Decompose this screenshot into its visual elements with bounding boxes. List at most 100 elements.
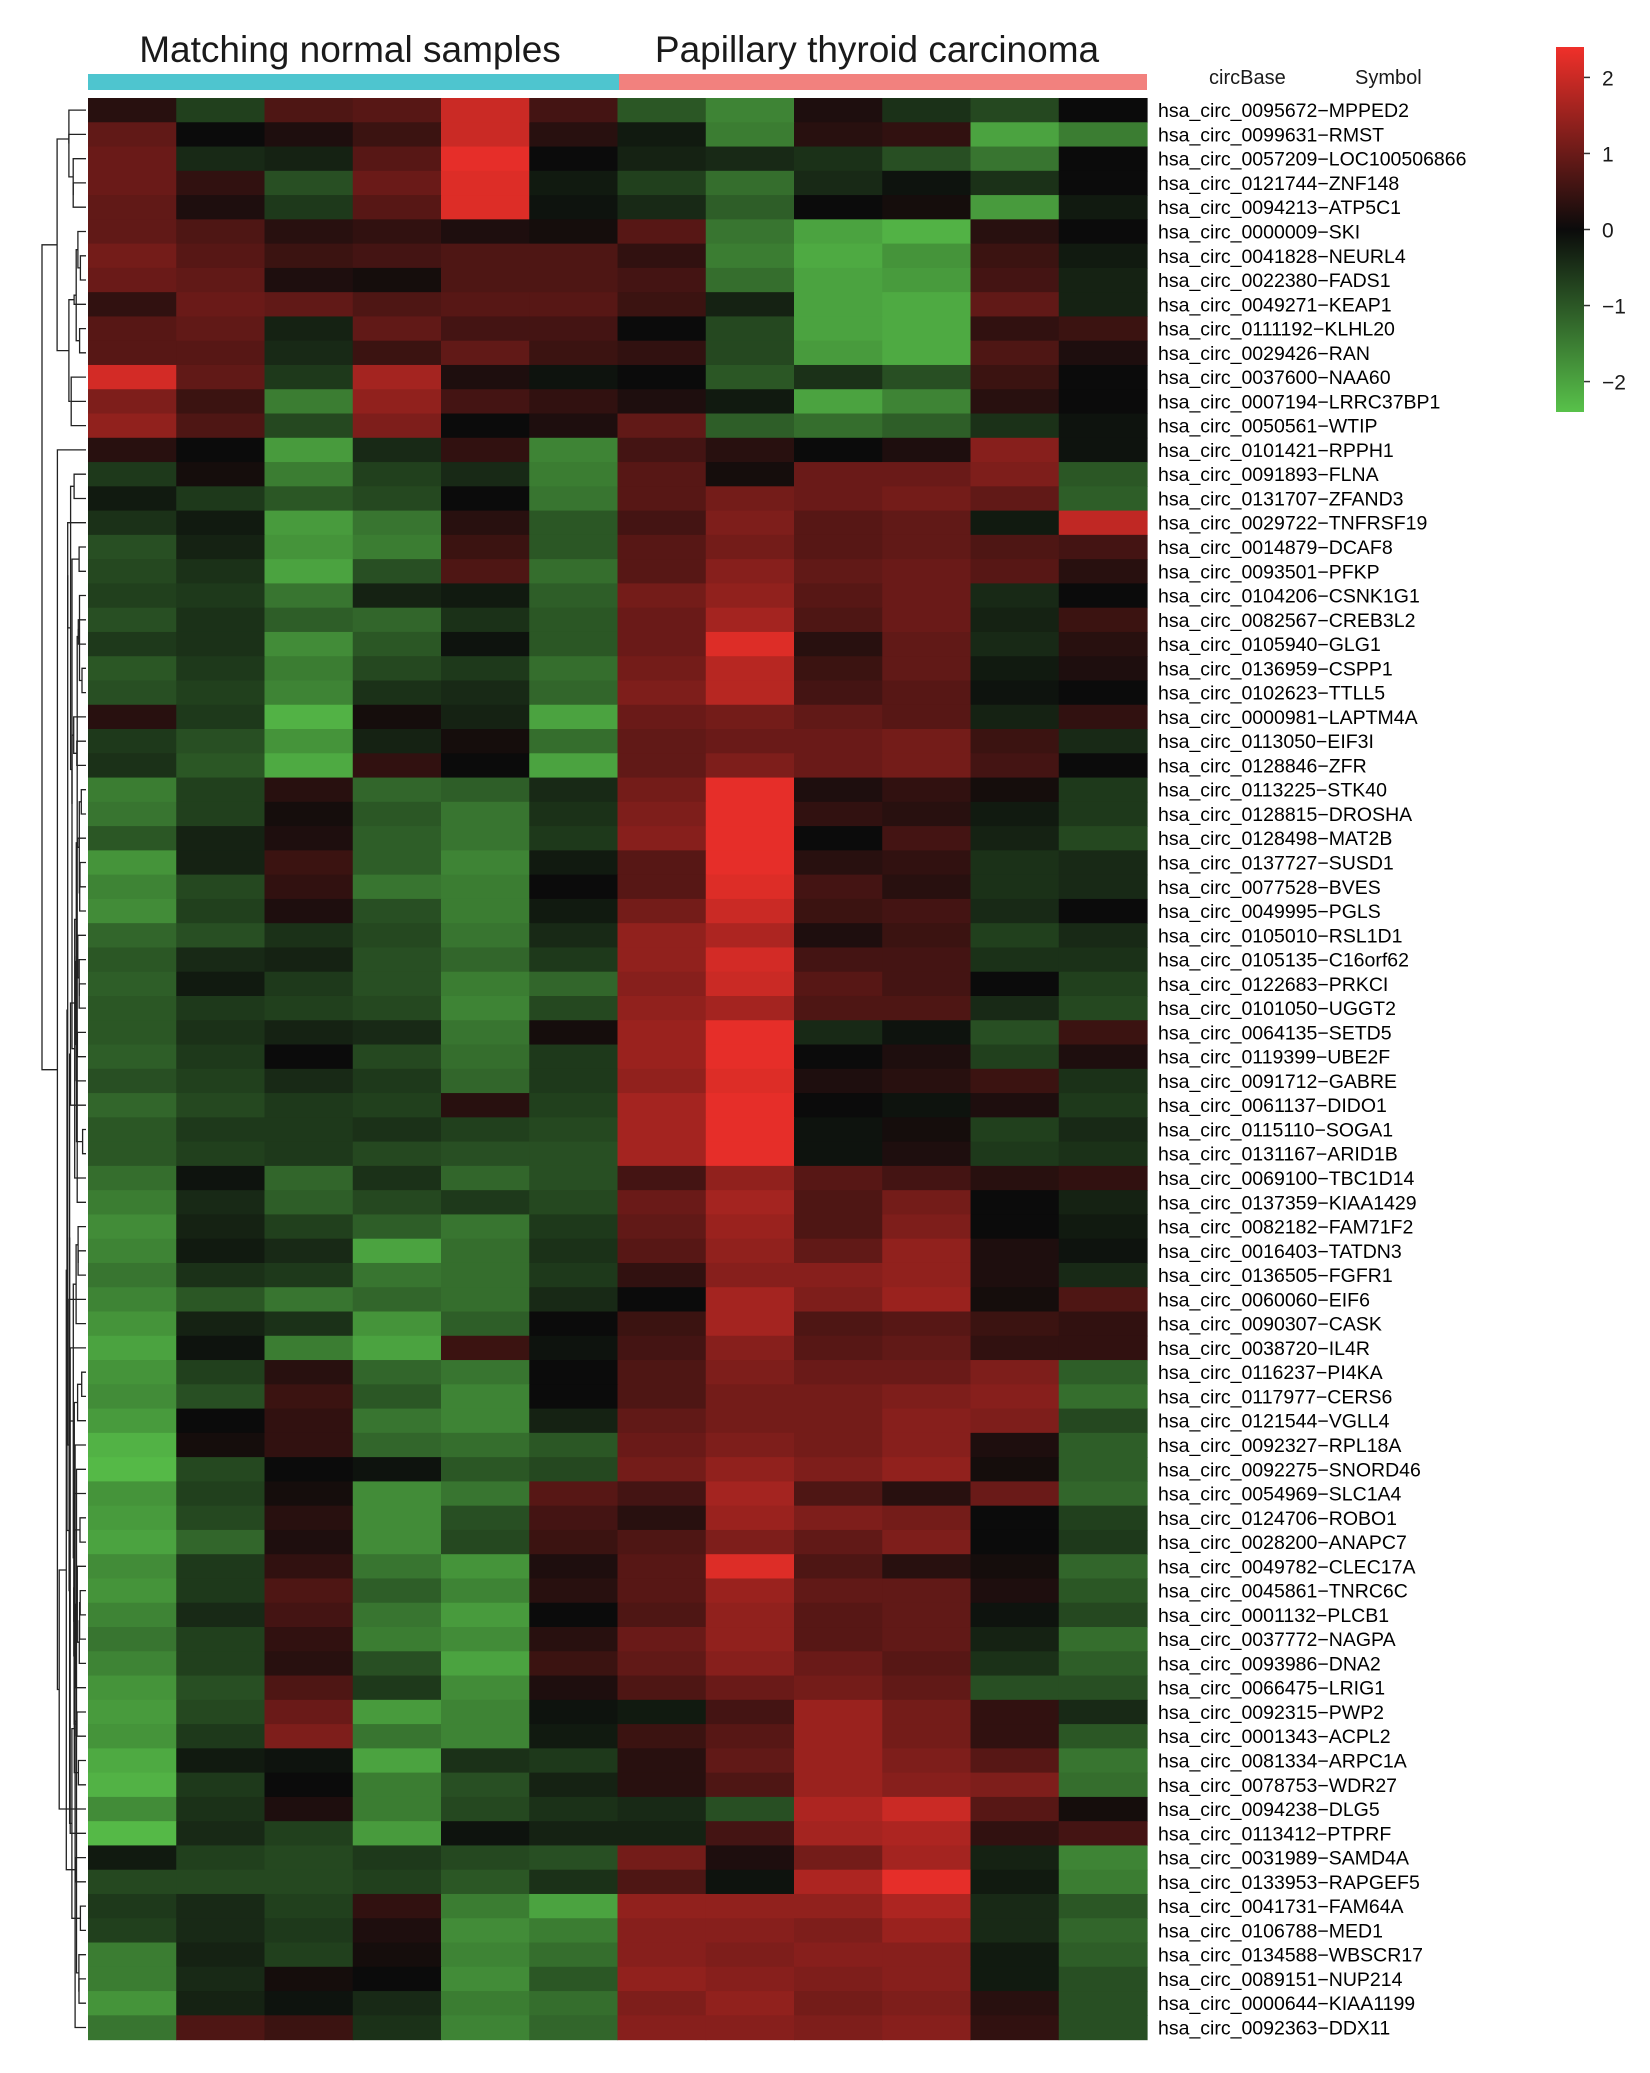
heatmap-cell bbox=[264, 801, 354, 827]
dendrogram-branch bbox=[56, 138, 69, 352]
heatmap-cell bbox=[176, 1529, 266, 1555]
heatmap-cell bbox=[970, 1432, 1060, 1458]
row-label: hsa_circ_0077528−BVES bbox=[1158, 877, 1381, 899]
heatmap-cell bbox=[441, 1457, 530, 1482]
heatmap-cell bbox=[529, 1408, 619, 1434]
heatmap-cell bbox=[705, 389, 795, 415]
row-label: hsa_circ_0122683−PRKCI bbox=[1158, 974, 1388, 996]
heatmap-cell bbox=[794, 122, 883, 148]
heatmap-cell bbox=[264, 656, 354, 682]
heatmap-cell bbox=[264, 874, 354, 900]
row-label: hsa_circ_0137727−SUSD1 bbox=[1158, 853, 1394, 875]
heatmap-cell bbox=[1058, 1505, 1148, 1531]
heatmap-cell bbox=[882, 1724, 972, 1749]
heatmap-cell bbox=[176, 1481, 266, 1507]
heatmap-cell bbox=[617, 1845, 707, 1871]
heatmap-cell bbox=[882, 437, 972, 463]
heatmap-cell bbox=[176, 389, 266, 415]
heatmap-cell bbox=[794, 364, 883, 390]
heatmap-cell bbox=[882, 98, 972, 123]
heatmap-cell bbox=[264, 971, 354, 997]
row-label: hsa_circ_0001132−PLCB1 bbox=[1158, 1605, 1389, 1627]
heatmap-cell bbox=[441, 534, 530, 560]
heatmap-cell bbox=[88, 947, 177, 973]
colorbar-tick-label: −1 bbox=[1602, 296, 1626, 319]
heatmap-cell bbox=[352, 2015, 442, 2041]
dendrogram-branch bbox=[74, 1720, 77, 1737]
heatmap-cell bbox=[794, 1821, 883, 1847]
heatmap-cell bbox=[705, 267, 795, 293]
heatmap-cell bbox=[882, 1869, 972, 1895]
row-label: hsa_circ_0037772−NAGPA bbox=[1158, 1629, 1396, 1651]
heatmap-cell bbox=[352, 267, 442, 293]
heatmap-cell bbox=[1058, 1384, 1148, 1410]
heatmap-cell bbox=[1058, 656, 1148, 682]
heatmap-cell bbox=[705, 2015, 795, 2041]
heatmap-cell bbox=[617, 1481, 707, 1507]
heatmap-cell bbox=[1058, 777, 1148, 803]
heatmap-cell bbox=[176, 1554, 266, 1580]
heatmap-cell bbox=[1058, 1093, 1148, 1118]
heatmap-cell bbox=[264, 510, 354, 536]
heatmap-cell bbox=[176, 1238, 266, 1264]
dendrogram-branch bbox=[79, 861, 86, 888]
heatmap-cell bbox=[529, 971, 619, 997]
heatmap-cell bbox=[794, 1724, 883, 1749]
row-label: hsa_circ_0134588−WBSCR17 bbox=[1158, 1945, 1423, 1967]
heatmap-cell bbox=[794, 1627, 883, 1652]
heatmap-cell bbox=[352, 1335, 442, 1361]
heatmap-cell bbox=[794, 1578, 883, 1604]
heatmap-cell bbox=[352, 534, 442, 560]
heatmap-cell bbox=[441, 1505, 530, 1531]
heatmap-cell bbox=[264, 1384, 354, 1410]
heatmap-cell bbox=[352, 583, 442, 609]
row-label: hsa_circ_0092275−SNORD46 bbox=[1158, 1459, 1421, 1481]
heatmap-cell bbox=[88, 777, 177, 803]
heatmap-cell bbox=[88, 1918, 177, 1944]
heatmap-cell bbox=[176, 1796, 266, 1822]
heatmap-cell bbox=[352, 607, 442, 633]
heatmap-cell bbox=[617, 631, 707, 657]
heatmap-cell bbox=[970, 1869, 1060, 1895]
heatmap-cell bbox=[617, 680, 707, 706]
heatmap-cell bbox=[352, 1942, 442, 1968]
heatmap-cell bbox=[794, 1020, 883, 1046]
heatmap-cell bbox=[529, 1675, 619, 1701]
heatmap-cell bbox=[264, 1020, 354, 1046]
heatmap-cell bbox=[970, 1724, 1060, 1749]
heatmap-cell bbox=[88, 195, 177, 220]
row-label: hsa_circ_0094213−ATP5C1 bbox=[1158, 197, 1401, 219]
heatmap-cell bbox=[1058, 1699, 1148, 1725]
heatmap-cell bbox=[352, 874, 442, 900]
heatmap-cell bbox=[882, 1918, 972, 1944]
heatmap-cell bbox=[529, 243, 619, 269]
heatmap-cell bbox=[176, 98, 266, 123]
heatmap-cell bbox=[176, 1287, 266, 1313]
heatmap-cell bbox=[1058, 1068, 1148, 1094]
heatmap-cell bbox=[882, 389, 972, 415]
heatmap-cell bbox=[705, 486, 795, 512]
heatmap-cell bbox=[617, 1893, 707, 1919]
heatmap-cell bbox=[529, 437, 619, 463]
heatmap-cell bbox=[1058, 1165, 1148, 1191]
heatmap-cell bbox=[1058, 607, 1148, 633]
heatmap-cell bbox=[176, 923, 266, 949]
heatmap-cell bbox=[705, 753, 795, 779]
heatmap-cell bbox=[617, 1772, 707, 1798]
heatmap-cell bbox=[882, 219, 972, 245]
heatmap-cell bbox=[88, 1748, 177, 1774]
heatmap-cell bbox=[529, 729, 619, 754]
heatmap-cell bbox=[176, 1627, 266, 1652]
heatmap-cell bbox=[705, 146, 795, 172]
row-label: hsa_circ_0104206−CSNK1G1 bbox=[1158, 586, 1420, 608]
heatmap-cell bbox=[705, 898, 795, 924]
heatmap-cell bbox=[882, 1214, 972, 1240]
heatmap-cell bbox=[794, 267, 883, 293]
dendrogram-branch bbox=[72, 182, 86, 208]
heatmap-cell bbox=[264, 1044, 354, 1070]
heatmap-cell bbox=[882, 753, 972, 779]
heatmap-cell bbox=[794, 146, 883, 172]
heatmap-cell bbox=[529, 98, 619, 123]
heatmap-cell bbox=[882, 1481, 972, 1507]
heatmap-cell bbox=[529, 753, 619, 779]
